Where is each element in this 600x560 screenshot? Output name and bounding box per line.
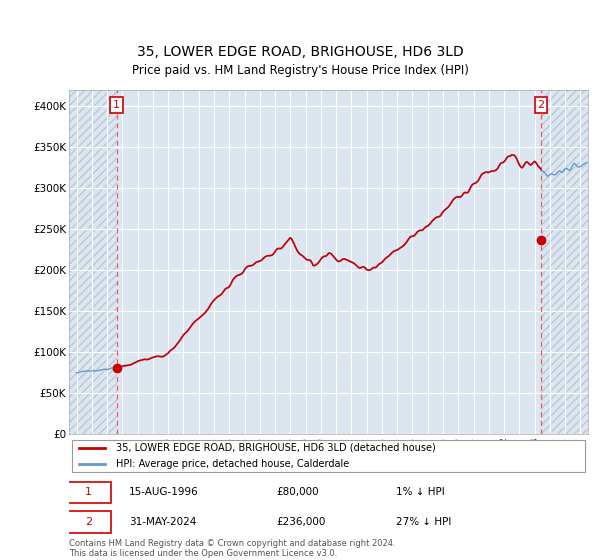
FancyBboxPatch shape <box>67 482 110 503</box>
Text: 2: 2 <box>85 517 92 527</box>
Text: 27% ↓ HPI: 27% ↓ HPI <box>396 517 451 527</box>
Bar <box>69 90 116 434</box>
FancyBboxPatch shape <box>71 440 586 472</box>
Bar <box>541 90 588 434</box>
Text: £236,000: £236,000 <box>277 517 326 527</box>
Text: 31-MAY-2024: 31-MAY-2024 <box>128 517 196 527</box>
Text: 1: 1 <box>85 487 92 497</box>
Text: Price paid vs. HM Land Registry's House Price Index (HPI): Price paid vs. HM Land Registry's House … <box>131 64 469 77</box>
Text: 35, LOWER EDGE ROAD, BRIGHOUSE, HD6 3LD: 35, LOWER EDGE ROAD, BRIGHOUSE, HD6 3LD <box>137 45 463 59</box>
Text: HPI: Average price, detached house, Calderdale: HPI: Average price, detached house, Cald… <box>116 459 349 469</box>
Text: 1: 1 <box>113 100 120 110</box>
Text: 35, LOWER EDGE ROAD, BRIGHOUSE, HD6 3LD (detached house): 35, LOWER EDGE ROAD, BRIGHOUSE, HD6 3LD … <box>116 443 436 453</box>
Text: 1% ↓ HPI: 1% ↓ HPI <box>396 487 445 497</box>
Text: 2: 2 <box>538 100 545 110</box>
Text: 15-AUG-1996: 15-AUG-1996 <box>128 487 199 497</box>
Text: £80,000: £80,000 <box>277 487 319 497</box>
FancyBboxPatch shape <box>67 511 110 533</box>
Text: Contains HM Land Registry data © Crown copyright and database right 2024.
This d: Contains HM Land Registry data © Crown c… <box>69 539 395 558</box>
